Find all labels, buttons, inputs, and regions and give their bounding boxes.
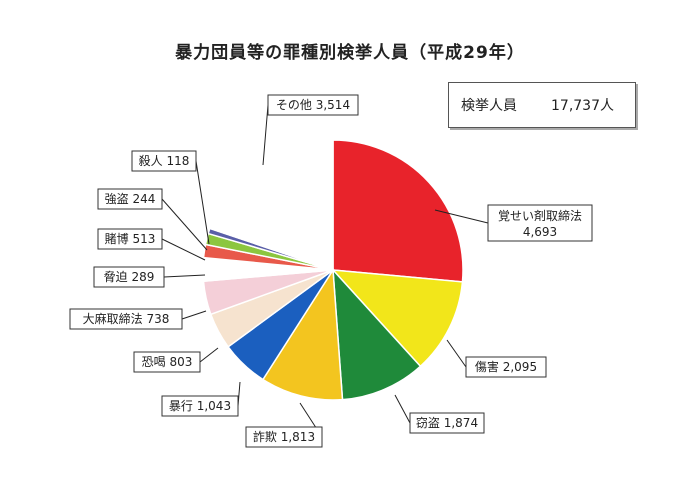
slice-label: 強盗 244 [105, 191, 156, 206]
label-box-9 [93, 266, 165, 288]
label-box-10 [97, 188, 163, 210]
label-box-11 [131, 150, 197, 172]
total-label: 検挙人員 [461, 98, 517, 114]
leader-line-2 [446, 339, 467, 368]
slice-label: 殺人 118 [139, 154, 190, 168]
label-box-1 [487, 204, 593, 242]
slice-label: 暴行 1,043 [169, 399, 231, 413]
label-box-3 [409, 412, 485, 434]
label-box-2 [465, 356, 547, 378]
total-value: 17,737人 [551, 98, 614, 114]
slice-label-name: 覚せい剤取締法 [498, 208, 582, 223]
label-box-5 [161, 395, 239, 417]
pie-slice-12 [208, 139, 334, 272]
pie-slice-1 [332, 139, 464, 283]
leader-line-7 [181, 310, 207, 320]
leader-line-9 [163, 274, 206, 278]
slice-label: 脅迫 289 [104, 269, 155, 284]
slice-label: 傷害 2,095 [475, 359, 537, 374]
slice-label: 大麻取締法 738 [83, 311, 170, 326]
leader-line-3 [394, 394, 411, 424]
slice-label-value: 4,693 [523, 225, 557, 239]
pie-slice-3 [332, 267, 422, 401]
leader-line-1 [434, 209, 489, 224]
label-box-8 [97, 228, 163, 250]
leader-line-11 [195, 160, 210, 245]
pie-slice-2 [331, 269, 464, 368]
label-box-6 [133, 351, 201, 373]
pie-slices [202, 139, 464, 401]
slice-label: 賭博 513 [105, 231, 156, 246]
label-box-12 [267, 94, 359, 116]
slice-label: 窃盗 1,874 [416, 415, 478, 430]
label-box-4 [245, 426, 323, 448]
slice-label: 詐欺 1,813 [253, 429, 315, 444]
chart-title: 暴力団員等の罪種別検挙人員（平成29年） [175, 43, 525, 63]
slice-labels: 覚せい剤取締法 4,693 傷害 2,095 窃盗 1,874 詐欺 1,813 暴行 1… [69, 94, 593, 448]
leader-line-8 [161, 238, 206, 261]
slice-label: その他 3,514 [276, 98, 350, 112]
leader-line-10 [161, 198, 208, 251]
label-box-7 [69, 308, 183, 330]
pie-slice-4 [261, 267, 344, 401]
slice-label: 恐喝 803 [142, 355, 193, 369]
leader-line-12 [262, 104, 269, 166]
total-box: 検挙人員 17,737人 [448, 82, 636, 128]
leader-line-6 [199, 347, 219, 363]
